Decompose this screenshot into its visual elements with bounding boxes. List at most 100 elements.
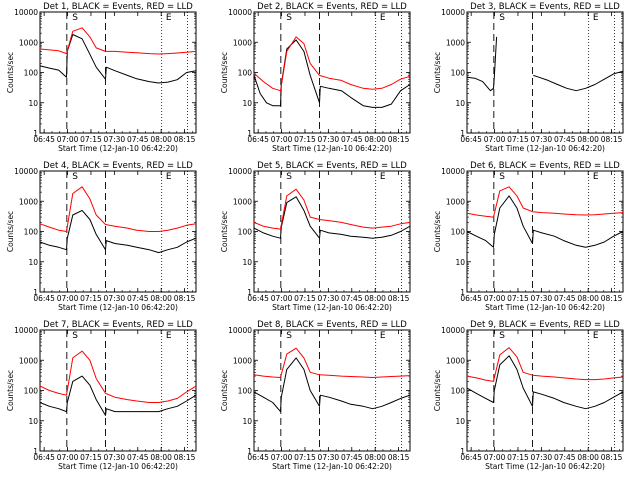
x-tick-label: 08:00 bbox=[364, 294, 386, 303]
series-lld-line bbox=[253, 36, 411, 92]
x-tick-label: 08:00 bbox=[577, 453, 599, 462]
x-tick-label: 07:00 bbox=[271, 453, 293, 462]
x-tick-label: 06:45 bbox=[33, 135, 55, 144]
x-tick-label: 07:45 bbox=[341, 294, 363, 303]
x-axis-label: Start Time (12-Jan-10 06:42:20) bbox=[485, 144, 605, 153]
x-tick-label: 08:15 bbox=[174, 294, 196, 303]
x-tick-label: 08:15 bbox=[601, 294, 623, 303]
panel-title: Det 6, BLACK = Events, RED = LLD bbox=[470, 161, 620, 171]
y-tick-label: 10000 bbox=[14, 167, 38, 176]
x-tick-label: 07:00 bbox=[271, 135, 293, 144]
y-tick-label: 100 bbox=[24, 387, 39, 396]
marker-e: E bbox=[166, 172, 172, 182]
series-events-line bbox=[466, 36, 624, 92]
detector-panel-4: Det 4, BLACK = Events, RED = LLD 1 10 100 10… bbox=[6, 161, 197, 312]
y-tick-label: 10 bbox=[28, 99, 38, 108]
y-tick-label: 1000 bbox=[19, 356, 38, 365]
x-axis-label: Start Time (12-Jan-10 06:42:20) bbox=[272, 462, 392, 471]
marker-e: E bbox=[166, 331, 172, 341]
panel-title: Det 4, BLACK = Events, RED = LLD bbox=[43, 161, 193, 171]
marker-e: E bbox=[593, 331, 599, 341]
y-tick-label: 10 bbox=[455, 258, 465, 267]
y-tick-label: 100 bbox=[24, 228, 39, 237]
y-tick-label: 10 bbox=[455, 99, 465, 108]
x-tick-label: 07:30 bbox=[318, 294, 340, 303]
series-lld-line bbox=[39, 27, 197, 55]
y-tick-label: 1000 bbox=[446, 197, 465, 206]
x-tick-label: 07:30 bbox=[104, 453, 126, 462]
detector-panel-5: Det 5, BLACK = Events, RED = LLD 1 10 100 10… bbox=[220, 161, 411, 312]
x-tick-label: 07:15 bbox=[507, 294, 529, 303]
series-lld-line bbox=[466, 186, 624, 218]
x-tick-label: 07:30 bbox=[318, 453, 340, 462]
y-tick-label: 10 bbox=[242, 99, 252, 108]
x-tick-label: 08:15 bbox=[601, 453, 623, 462]
x-tick-label: 08:15 bbox=[388, 294, 410, 303]
marker-e: E bbox=[593, 172, 599, 182]
x-tick-label: 07:00 bbox=[484, 135, 506, 144]
y-tick-label: 1000 bbox=[446, 356, 465, 365]
series-events-line bbox=[39, 34, 197, 84]
panel-title: Det 3, BLACK = Events, RED = LLD bbox=[470, 2, 620, 12]
series-events-line bbox=[253, 196, 411, 239]
y-tick-label: 100 bbox=[238, 387, 253, 396]
x-tick-label: 06:45 bbox=[460, 135, 482, 144]
y-tick-label: 1 bbox=[460, 129, 465, 138]
x-tick-label: 07:45 bbox=[127, 135, 149, 144]
x-tick-label: 06:45 bbox=[247, 453, 269, 462]
detector-panel-3: Det 3, BLACK = Events, RED = LLD 1 10 100 10… bbox=[433, 2, 624, 153]
y-tick-label: 100 bbox=[451, 69, 466, 78]
detector-panel-1: Det 1, BLACK = Events, RED = LLD 1 10 100 10… bbox=[6, 2, 197, 153]
x-tick-label: 07:45 bbox=[127, 453, 149, 462]
x-tick-label: 07:45 bbox=[554, 135, 576, 144]
marker-s: S bbox=[72, 331, 78, 341]
y-tick-label: 1000 bbox=[233, 38, 252, 47]
plot-frame bbox=[466, 11, 624, 134]
y-tick-label: 10000 bbox=[441, 8, 465, 17]
marker-e: E bbox=[380, 13, 386, 23]
plot-frame bbox=[39, 329, 197, 452]
marker-s: S bbox=[72, 13, 78, 23]
y-axis-label: Counts/sec bbox=[220, 211, 229, 252]
panel-title: Det 5, BLACK = Events, RED = LLD bbox=[257, 161, 407, 171]
detector-panel-9: Det 9, BLACK = Events, RED = LLD 1 10 100 10… bbox=[433, 320, 624, 471]
marker-s: S bbox=[499, 172, 505, 182]
series-lld-line bbox=[466, 347, 624, 382]
x-tick-label: 07:45 bbox=[554, 294, 576, 303]
panel-title: Det 1, BLACK = Events, RED = LLD bbox=[43, 2, 193, 12]
detector-panel-8: Det 8, BLACK = Events, RED = LLD 1 10 100 10… bbox=[220, 320, 411, 471]
x-tick-label: 07:15 bbox=[80, 294, 102, 303]
y-tick-label: 10000 bbox=[441, 167, 465, 176]
y-tick-label: 1000 bbox=[233, 356, 252, 365]
x-tick-label: 06:45 bbox=[33, 453, 55, 462]
y-axis-label: Counts/sec bbox=[433, 370, 442, 411]
series-events-line bbox=[39, 209, 197, 254]
series-events-line bbox=[253, 357, 411, 413]
x-axis-label: Start Time (12-Jan-10 06:42:20) bbox=[485, 462, 605, 471]
x-tick-label: 06:45 bbox=[460, 453, 482, 462]
y-tick-label: 10000 bbox=[228, 167, 252, 176]
series-events-line bbox=[253, 39, 411, 108]
panel-title: Det 9, BLACK = Events, RED = LLD bbox=[470, 320, 620, 330]
x-tick-label: 07:00 bbox=[484, 453, 506, 462]
y-tick-label: 1 bbox=[247, 447, 252, 456]
detector-panel-6: Det 6, BLACK = Events, RED = LLD 1 10 100 10… bbox=[433, 161, 624, 312]
marker-e: E bbox=[380, 172, 386, 182]
x-tick-label: 07:00 bbox=[484, 294, 506, 303]
y-tick-label: 10000 bbox=[14, 326, 38, 335]
x-tick-label: 08:00 bbox=[150, 453, 172, 462]
y-axis-label: Counts/sec bbox=[433, 211, 442, 252]
x-tick-label: 07:15 bbox=[507, 453, 529, 462]
marker-s: S bbox=[72, 172, 78, 182]
x-tick-label: 06:45 bbox=[460, 294, 482, 303]
x-tick-label: 08:00 bbox=[364, 453, 386, 462]
x-tick-label: 07:15 bbox=[80, 453, 102, 462]
y-tick-label: 10 bbox=[28, 417, 38, 426]
y-tick-label: 1 bbox=[460, 288, 465, 297]
x-tick-label: 07:15 bbox=[80, 135, 102, 144]
detector-panel-2: Det 2, BLACK = Events, RED = LLD 1 10 100 10… bbox=[220, 2, 411, 153]
y-tick-label: 1000 bbox=[446, 38, 465, 47]
x-tick-label: 08:00 bbox=[150, 294, 172, 303]
marker-e: E bbox=[166, 13, 172, 23]
y-tick-label: 10 bbox=[242, 258, 252, 267]
